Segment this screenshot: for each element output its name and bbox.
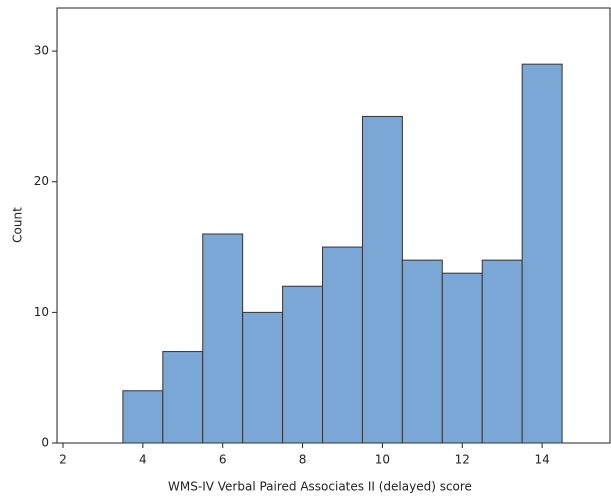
bar xyxy=(122,390,164,444)
bar xyxy=(242,311,284,444)
y-tick-label: 20 xyxy=(34,174,49,188)
x-tick-label: 4 xyxy=(139,453,147,467)
bar xyxy=(441,272,483,444)
y-tick-label: 10 xyxy=(34,305,49,319)
x-tick-label: 10 xyxy=(375,453,390,467)
x-tick-label: 12 xyxy=(455,453,470,467)
bar xyxy=(401,259,443,444)
x-tick-label: 2 xyxy=(59,453,67,467)
x-tick-label: 14 xyxy=(534,453,549,467)
y-tick-label: 0 xyxy=(41,436,49,450)
bar xyxy=(521,63,563,444)
bar xyxy=(202,233,244,444)
bar xyxy=(361,115,403,444)
bar xyxy=(162,351,204,444)
y-tick-label: 30 xyxy=(34,44,49,58)
y-axis-label: Count xyxy=(11,207,25,243)
bar xyxy=(282,285,324,444)
x-tick-label: 6 xyxy=(219,453,227,467)
x-axis-label: WMS-IV Verbal Paired Associates II (dela… xyxy=(168,480,472,494)
x-tick-label: 8 xyxy=(299,453,307,467)
bar xyxy=(481,259,523,444)
bar xyxy=(322,246,363,444)
